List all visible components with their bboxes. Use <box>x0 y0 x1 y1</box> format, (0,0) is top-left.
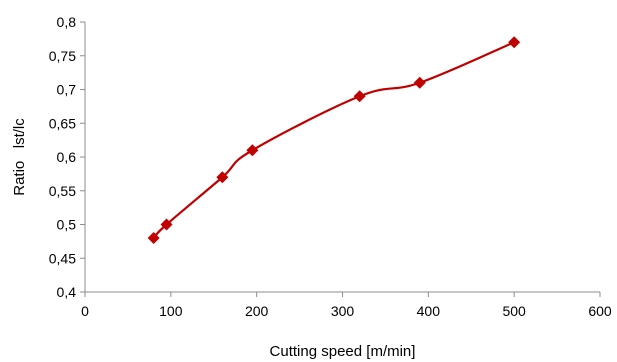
y-tick-label: 0,5 <box>57 217 77 233</box>
y-tick-label: 0,4 <box>57 284 77 300</box>
x-tick-label: 100 <box>159 303 183 319</box>
data-point-marker <box>147 232 160 244</box>
data-point-marker <box>353 90 366 103</box>
data-point-marker <box>413 76 426 89</box>
series-line <box>152 41 516 240</box>
x-tick-label: 200 <box>245 303 269 319</box>
x-tick-label: 600 <box>588 303 612 319</box>
data-point-marker <box>508 36 521 49</box>
y-tick-label: 0,7 <box>57 82 77 98</box>
data-point-marker <box>160 218 173 231</box>
x-tick-label: 0 <box>81 303 89 319</box>
x-tick-label: 400 <box>417 303 441 319</box>
y-axis-title: Ratio lst/lc <box>11 118 28 196</box>
x-axis-ticks: 0 100 200 300 400 500 600 <box>81 292 612 319</box>
x-axis-title: Cutting speed [m/min] <box>270 343 416 360</box>
y-tick-label: 0,65 <box>49 115 76 131</box>
y-tick-label: 0,45 <box>49 250 76 266</box>
x-tick-label: 500 <box>502 303 526 319</box>
y-axis-ticks: 0,4 0,45 0,5 0,55 0,6 0,65 0,7 0,75 0,8 <box>49 14 85 300</box>
data-point-marker <box>216 171 229 184</box>
y-tick-label: 0,75 <box>49 48 76 64</box>
y-tick-label: 0,55 <box>49 183 76 199</box>
x-tick-label: 300 <box>331 303 355 319</box>
y-tick-label: 0,8 <box>57 14 77 30</box>
data-point-marker <box>246 144 259 157</box>
plot-axes <box>84 22 600 293</box>
series-layer <box>147 36 521 244</box>
y-tick-label: 0,6 <box>57 149 77 165</box>
